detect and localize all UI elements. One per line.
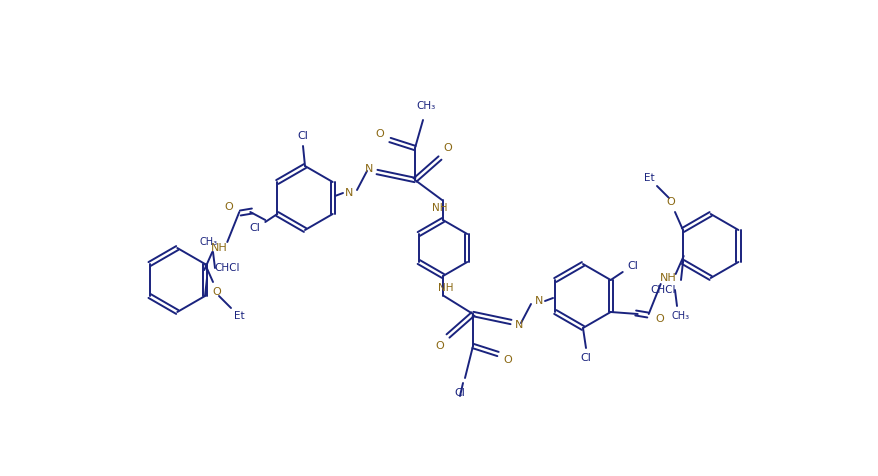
Text: Cl: Cl xyxy=(579,353,591,363)
Text: O: O xyxy=(375,129,384,139)
Text: N: N xyxy=(364,164,373,174)
Text: Cl: Cl xyxy=(298,131,308,141)
Text: O: O xyxy=(443,143,452,153)
Text: O: O xyxy=(224,202,233,212)
Text: N: N xyxy=(344,188,353,198)
Text: NH: NH xyxy=(438,283,453,293)
Text: CH₃: CH₃ xyxy=(199,237,218,247)
Text: N: N xyxy=(515,320,522,330)
Text: O: O xyxy=(503,355,512,365)
Text: CHCl: CHCl xyxy=(650,285,675,295)
Text: CH₃: CH₃ xyxy=(416,101,435,111)
Text: Cl: Cl xyxy=(249,223,261,233)
Text: CH₃: CH₃ xyxy=(671,311,689,321)
Text: Et: Et xyxy=(643,173,653,183)
Text: Cl: Cl xyxy=(454,388,465,398)
Text: O: O xyxy=(655,314,664,324)
Text: N: N xyxy=(534,296,543,306)
Text: NH: NH xyxy=(211,243,227,253)
Text: O: O xyxy=(435,341,444,351)
Text: O: O xyxy=(212,287,221,297)
Text: O: O xyxy=(666,197,674,207)
Text: NH: NH xyxy=(432,203,447,213)
Text: Cl: Cl xyxy=(627,261,637,271)
Text: NH: NH xyxy=(659,273,676,283)
Text: CHCl: CHCl xyxy=(214,263,240,273)
Text: Et: Et xyxy=(234,311,244,321)
